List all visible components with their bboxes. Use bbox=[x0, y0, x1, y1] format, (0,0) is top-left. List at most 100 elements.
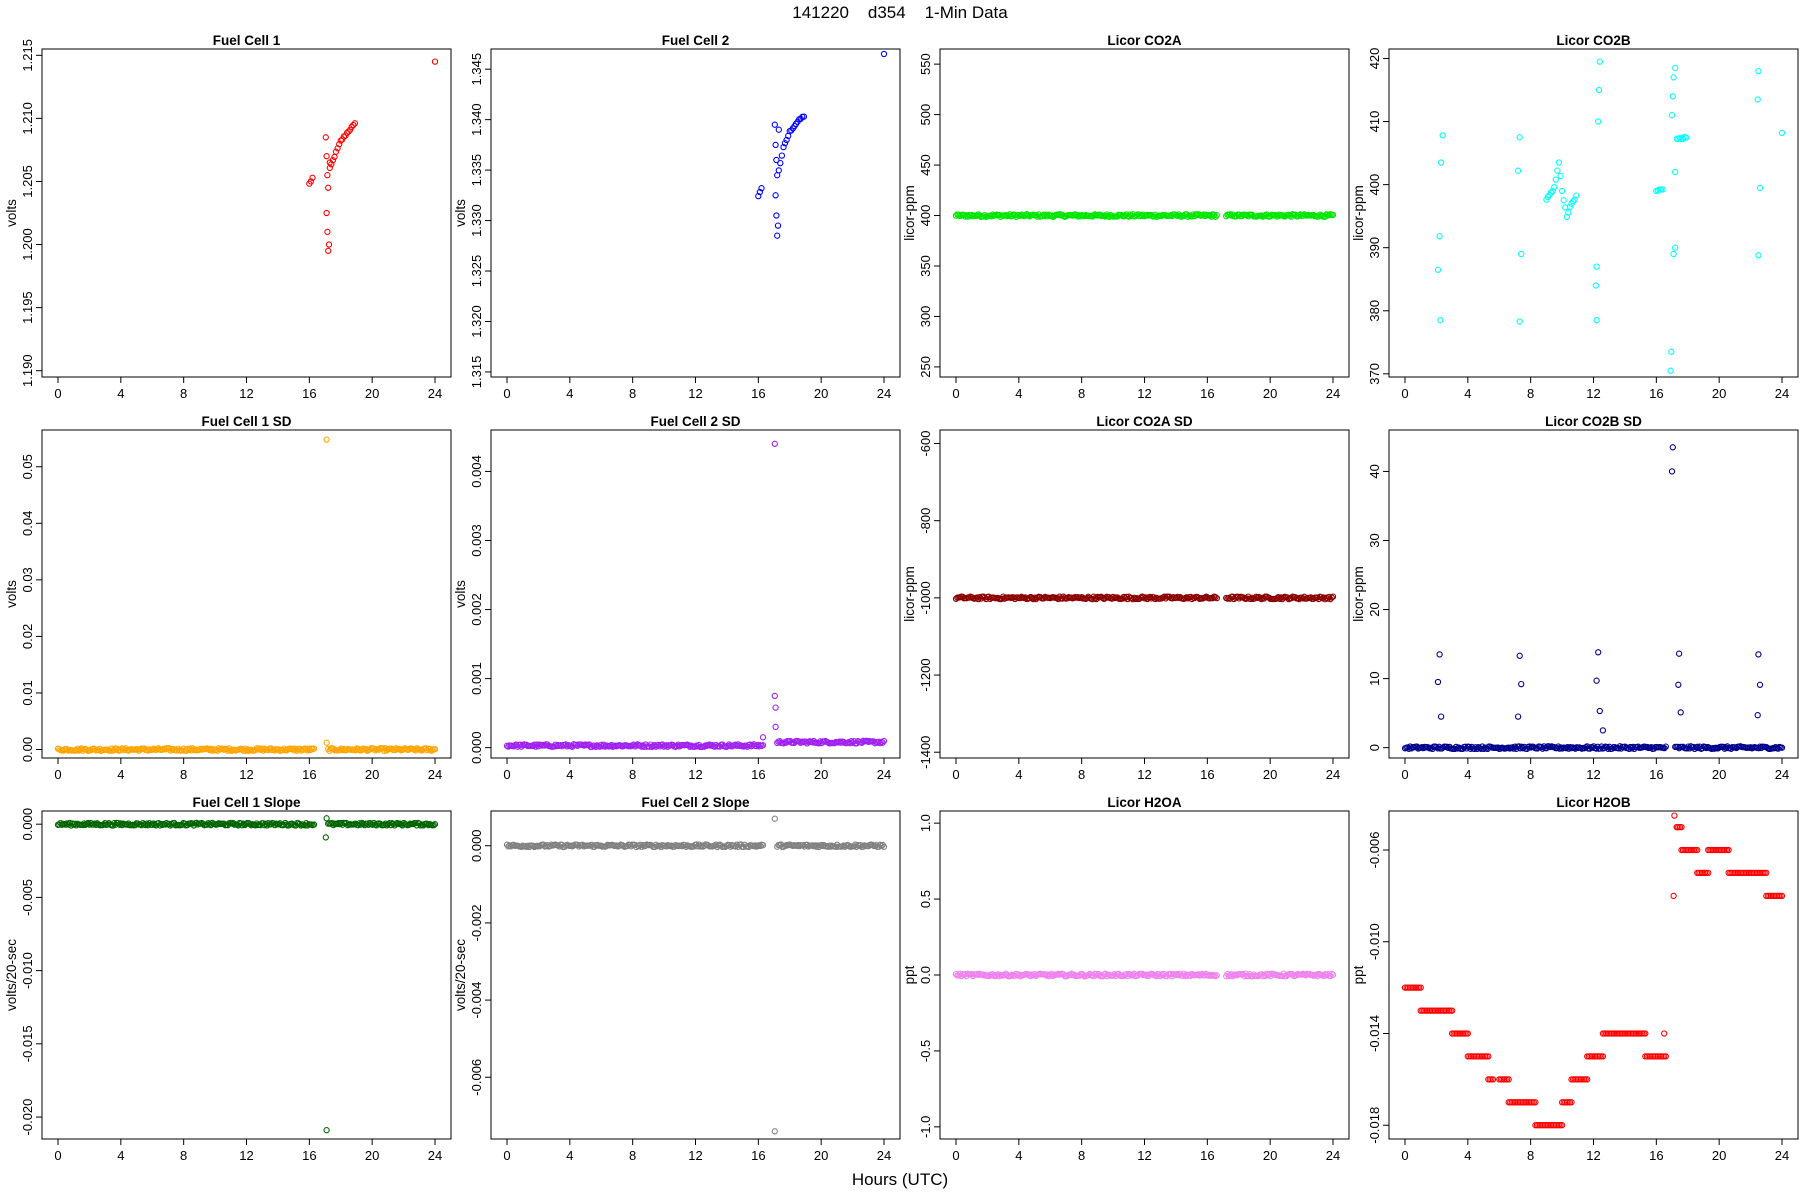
data-point bbox=[706, 741, 713, 748]
data-point bbox=[1756, 681, 1764, 688]
data-points bbox=[503, 815, 888, 1135]
y-tick-label: -800 bbox=[918, 508, 933, 534]
y-tick-label: 0.003 bbox=[469, 524, 484, 557]
data-point bbox=[1328, 594, 1335, 601]
y-tick-label: 1.195 bbox=[20, 291, 35, 324]
x-tick-label: 24 bbox=[428, 767, 442, 782]
y-tick-label: 1.320 bbox=[469, 305, 484, 338]
y-tick-label: 1.200 bbox=[20, 228, 35, 261]
data-point bbox=[774, 172, 781, 179]
data-point bbox=[392, 745, 400, 752]
x-tick-label: 0 bbox=[1401, 767, 1408, 782]
x-tick-label: 8 bbox=[1527, 1148, 1534, 1163]
y-tick-label: 550 bbox=[918, 53, 933, 75]
data-point bbox=[431, 821, 439, 828]
data-point bbox=[323, 153, 330, 160]
data-point bbox=[774, 232, 781, 239]
data-point bbox=[322, 834, 329, 841]
data-point bbox=[880, 737, 888, 745]
x-tick-label: 16 bbox=[751, 1148, 765, 1163]
y-tick-label: 40 bbox=[1367, 464, 1382, 478]
y-axis-label: ppt bbox=[1351, 965, 1366, 984]
data-point bbox=[1439, 132, 1446, 139]
x-tick-label: 12 bbox=[239, 1148, 253, 1163]
data-point bbox=[323, 209, 330, 217]
x-tick-label: 0 bbox=[952, 1148, 959, 1163]
data-point bbox=[219, 745, 226, 752]
x-tick-label: 8 bbox=[180, 1148, 187, 1163]
x-tick-label: 8 bbox=[629, 767, 636, 782]
x-tick-label: 4 bbox=[117, 1148, 124, 1163]
y-tick-label: 420 bbox=[1367, 48, 1382, 70]
x-tick-label: 0 bbox=[503, 1148, 510, 1163]
data-point bbox=[326, 159, 333, 166]
data-point bbox=[1661, 744, 1668, 752]
data-point bbox=[592, 743, 599, 750]
data-point bbox=[1174, 970, 1181, 978]
x-tick-label: 12 bbox=[1137, 386, 1151, 401]
data-point bbox=[1593, 677, 1600, 684]
data-point bbox=[1213, 594, 1220, 602]
panel-title: Fuel Cell 2 bbox=[662, 33, 730, 48]
plot-frame bbox=[41, 48, 452, 378]
data-point bbox=[1434, 678, 1442, 686]
x-tick-label: 12 bbox=[688, 386, 702, 401]
y-tick-label: 0.000 bbox=[20, 808, 35, 841]
x-tick-label: 20 bbox=[365, 767, 379, 782]
panel-fc2slope: Fuel Cell 2 Slope volts/20-sec 0 4 8 12 16 20 24… bbox=[453, 795, 901, 1163]
data-point bbox=[781, 139, 789, 147]
data-point bbox=[1252, 593, 1260, 600]
x-tick-label: 24 bbox=[1326, 386, 1340, 401]
data-point bbox=[1452, 743, 1460, 751]
x-tick-label: 0 bbox=[952, 767, 959, 782]
y-tick-label: -1.0 bbox=[918, 1116, 933, 1138]
x-tick-label: 8 bbox=[1527, 767, 1534, 782]
x-tick-label: 8 bbox=[629, 386, 636, 401]
panel-title: Licor H2OB bbox=[1556, 795, 1631, 810]
data-point bbox=[1584, 1076, 1591, 1083]
data-point bbox=[1518, 680, 1525, 688]
x-tick-label: 4 bbox=[1464, 1148, 1471, 1163]
data-point bbox=[1669, 444, 1676, 451]
data-point bbox=[758, 185, 765, 192]
data-point bbox=[1552, 176, 1559, 183]
y-tick-label: 0.001 bbox=[469, 662, 484, 695]
x-tick-label: 0 bbox=[54, 767, 61, 782]
data-point bbox=[1672, 168, 1679, 176]
x-tick-label: 4 bbox=[117, 767, 124, 782]
data-point bbox=[248, 822, 255, 829]
plot-frame bbox=[41, 429, 452, 759]
x-tick-label: 4 bbox=[1015, 767, 1022, 782]
data-point bbox=[1566, 203, 1574, 210]
data-point bbox=[1555, 159, 1563, 166]
data-point bbox=[1518, 250, 1525, 258]
x-tick-label: 8 bbox=[1078, 767, 1085, 782]
data-point bbox=[431, 58, 439, 65]
y-tick-label: 300 bbox=[918, 306, 933, 328]
x-tick-label: 4 bbox=[117, 386, 124, 401]
data-point bbox=[880, 50, 888, 58]
x-tick-label: 0 bbox=[503, 767, 510, 782]
y-tick-label: -0.004 bbox=[469, 982, 484, 1019]
data-point bbox=[1480, 745, 1487, 753]
data-point bbox=[1276, 595, 1283, 602]
y-axis-label: volts bbox=[453, 199, 468, 227]
y-tick-label: 0.002 bbox=[469, 593, 484, 626]
data-point bbox=[1516, 318, 1523, 325]
data-point bbox=[394, 819, 401, 827]
y-tick-label: 0.02 bbox=[20, 624, 35, 649]
x-tick-label: 24 bbox=[1775, 386, 1789, 401]
y-tick-label: 0.04 bbox=[20, 511, 35, 536]
data-point bbox=[336, 141, 343, 148]
data-point bbox=[1436, 233, 1443, 240]
data-point bbox=[1673, 823, 1680, 831]
y-tick-label: 500 bbox=[918, 104, 933, 126]
data-point bbox=[1110, 972, 1117, 979]
data-point bbox=[1516, 134, 1523, 141]
data-point bbox=[322, 134, 329, 141]
data-point bbox=[1754, 712, 1761, 719]
x-tick-label: 16 bbox=[751, 767, 765, 782]
data-point bbox=[772, 192, 779, 199]
data-point bbox=[1565, 209, 1572, 216]
